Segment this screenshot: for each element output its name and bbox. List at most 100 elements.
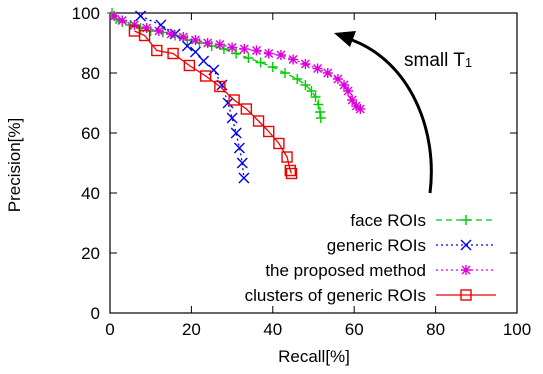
- data-point: [284, 164, 297, 177]
- x-tick-label: 80: [426, 320, 445, 339]
- data-point: [306, 86, 317, 96]
- data-point: [141, 23, 152, 33]
- series-line: [111, 12, 322, 119]
- data-point: [312, 63, 323, 74]
- axis-ticks: 0 20 40 60 80 100 0 20 40 60 80 100: [72, 4, 532, 339]
- data-point: [230, 127, 242, 139]
- data-point: [183, 59, 196, 72]
- data-point: [199, 70, 212, 82]
- data-point: [231, 48, 242, 59]
- legend-label: clusters of generic ROIs: [245, 286, 426, 305]
- legend-label: the proposed method: [265, 261, 426, 280]
- annotation-arrow: [351, 38, 433, 194]
- data-point: [251, 45, 262, 56]
- data-point: [275, 50, 286, 60]
- data-point: [281, 151, 293, 163]
- data-point: [351, 101, 362, 111]
- data-point: [300, 59, 311, 69]
- data-point: [315, 113, 326, 123]
- data-point: [243, 53, 254, 63]
- data-point: [227, 42, 238, 53]
- data-point: [218, 44, 229, 54]
- data-point: [460, 289, 472, 301]
- data-point: [202, 38, 213, 48]
- y-tick-label: 100: [72, 4, 100, 23]
- data-point: [273, 137, 285, 150]
- data-point: [236, 157, 248, 169]
- data-point: [166, 29, 177, 39]
- data-point: [339, 80, 350, 90]
- data-point: [214, 39, 225, 50]
- data-point: [310, 92, 321, 102]
- data-point: [461, 215, 471, 225]
- y-tick-label: 60: [81, 124, 100, 143]
- data-point: [292, 74, 303, 84]
- data-point: [153, 26, 164, 36]
- data-point: [129, 20, 140, 30]
- data-point: [214, 80, 226, 93]
- annotation-arrow-head: [334, 31, 356, 47]
- data-point: [155, 19, 167, 31]
- y-tick-label: 40: [81, 184, 100, 203]
- data-point: [233, 142, 245, 154]
- plot-frame: [109, 12, 518, 314]
- data-point: [181, 40, 193, 52]
- data-point: [167, 47, 179, 60]
- data-point: [138, 29, 151, 42]
- annotation-main: small T: [404, 50, 465, 71]
- data-point: [190, 35, 201, 45]
- series-the-proposed-method: [109, 11, 366, 114]
- data-point: [189, 46, 201, 58]
- y-tick-label: 20: [81, 244, 100, 263]
- data-point: [322, 68, 333, 78]
- x-tick-label: 100: [503, 320, 531, 339]
- data-point: [288, 54, 299, 65]
- data-point: [263, 125, 275, 138]
- data-point: [228, 94, 240, 106]
- legend: face ROIs generic ROIs the proposed method…: [245, 211, 496, 305]
- data-point: [461, 265, 471, 275]
- x-tick-label: 20: [182, 320, 201, 339]
- data-point: [355, 104, 366, 114]
- data-point: [280, 68, 291, 78]
- data-point: [117, 15, 128, 26]
- y-tick-label: 80: [81, 64, 100, 83]
- data-point: [178, 32, 189, 42]
- data-point: [343, 86, 354, 96]
- data-point: [252, 115, 265, 127]
- data-point: [255, 57, 266, 68]
- legend-label: generic ROIs: [327, 236, 426, 255]
- legend-label: face ROIs: [350, 211, 426, 230]
- annotation: small T1: [334, 31, 472, 194]
- data-point: [267, 62, 278, 72]
- annotation-subscript: 1: [465, 55, 472, 70]
- annotation-text: small T1: [404, 50, 472, 71]
- data-point: [151, 44, 163, 57]
- data-point: [263, 48, 274, 59]
- data-point: [460, 239, 472, 251]
- data-point: [226, 112, 238, 124]
- data-point: [222, 97, 234, 109]
- data-point: [238, 172, 250, 184]
- data-point: [313, 99, 324, 110]
- data-point: [315, 107, 326, 117]
- x-tick-label: 60: [345, 320, 364, 339]
- series-face-rois: [107, 8, 326, 123]
- data-point: [135, 10, 147, 22]
- series-layer: [107, 8, 366, 184]
- data-point: [332, 74, 343, 84]
- data-point: [347, 95, 358, 105]
- data-point: [240, 103, 253, 115]
- series-clusters-of-generic-rois: [128, 25, 298, 180]
- y-tick-label: 0: [91, 304, 100, 323]
- x-tick-label: 40: [263, 320, 282, 339]
- data-point: [239, 44, 250, 54]
- data-point: [198, 55, 210, 67]
- x-tick-label: 0: [105, 320, 114, 339]
- data-point: [300, 80, 311, 90]
- data-point: [285, 167, 298, 180]
- y-axis-label: Precision[%]: [5, 118, 24, 212]
- plot-area: [109, 12, 518, 314]
- x-axis-label: Recall[%]: [278, 347, 350, 366]
